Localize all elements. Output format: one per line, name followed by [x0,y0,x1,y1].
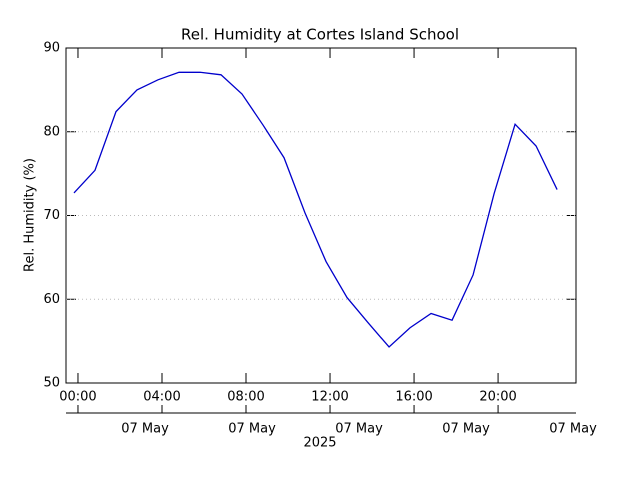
x-tick-label: 16:00 [395,390,432,405]
x-tick-label: 20:00 [479,390,516,405]
data-line [73,71,558,348]
x-tick-label: 12:00 [311,390,348,405]
date-label: 07 May [121,422,169,437]
x-tick-label: 08:00 [227,390,264,405]
y-tick-label: 90 [43,41,60,56]
date-label: 07 May [442,422,490,437]
date-label: 07 May [228,422,276,437]
y-tick-label: 50 [43,376,60,391]
year-label: 2025 [303,436,336,451]
y-axis-label: Rel. Humidity (%) [23,158,38,272]
y-tick-label: 60 [43,292,60,307]
y-tick-label: 80 [43,124,60,139]
date-label: 07 May [335,422,383,437]
x-tick-label: 00:00 [59,390,96,405]
y-tick-label: 70 [43,208,60,223]
chart-title: Rel. Humidity at Cortes Island School [181,26,459,44]
date-label: 07 May [549,422,597,437]
x-tick-label: 04:00 [143,390,180,405]
